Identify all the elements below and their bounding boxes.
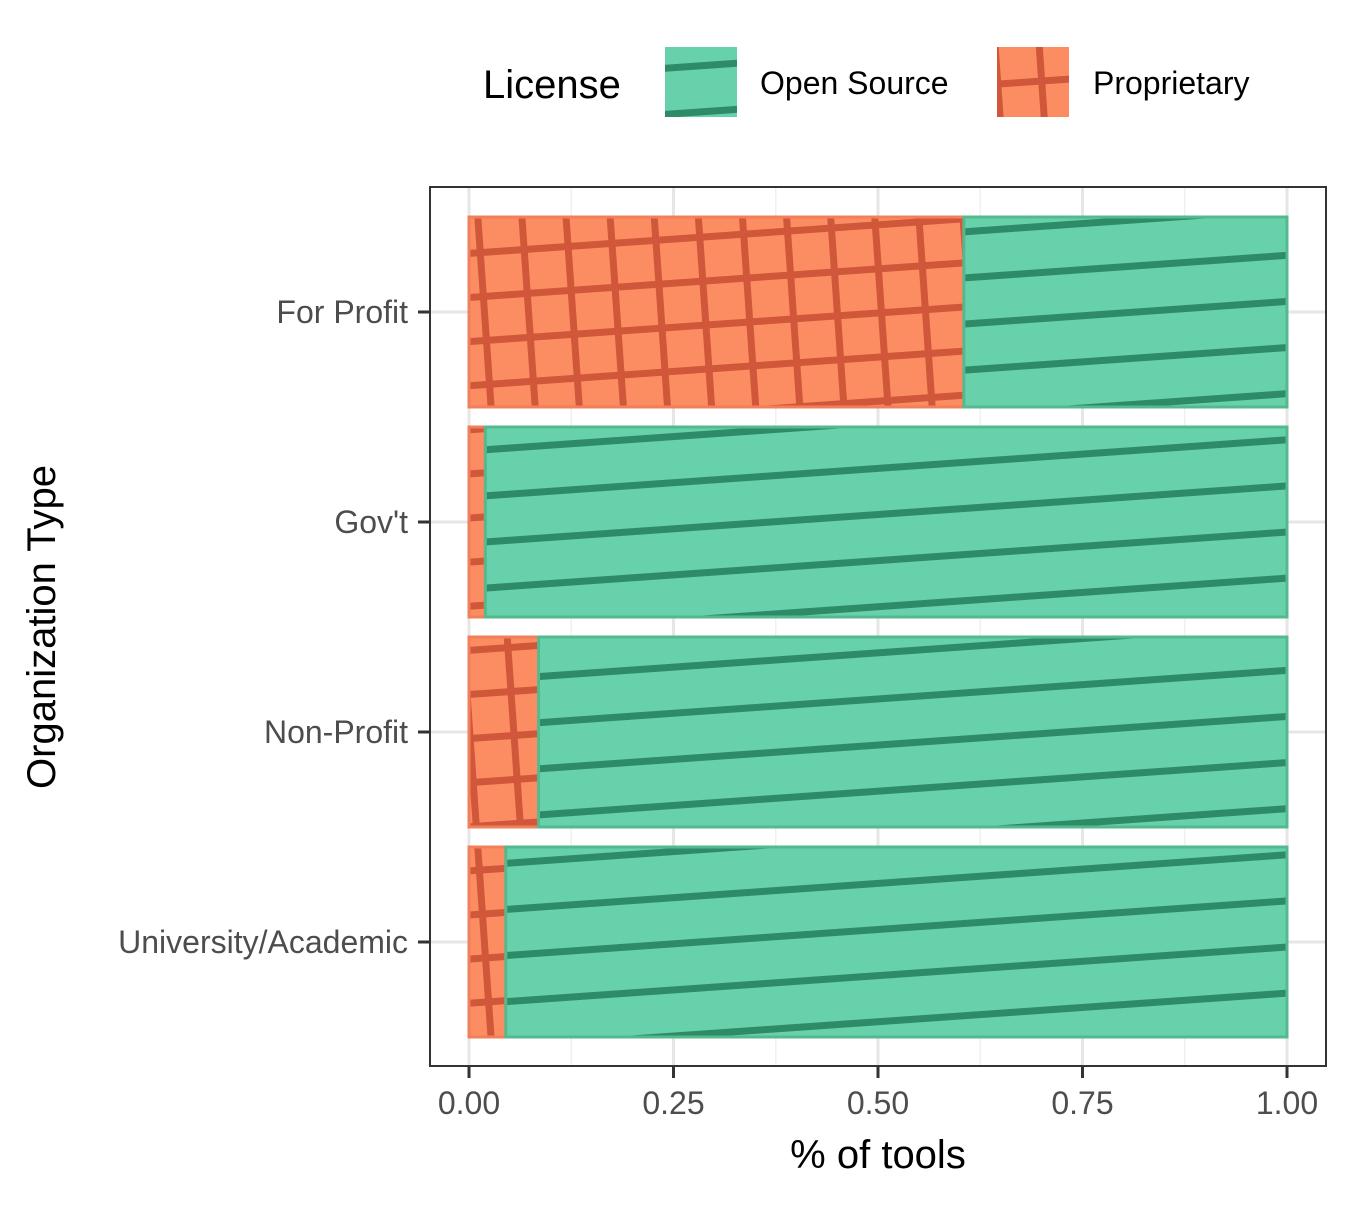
legend-key-proprietary[interactable]	[997, 47, 1069, 117]
bar-proprietary[interactable]	[467, 425, 487, 619]
y-axis: For Profit Gov't Non-Profit University/Acad…	[118, 294, 430, 960]
bar-open-source[interactable]	[504, 845, 1289, 1039]
legend: License Open Source Proprietary	[483, 47, 1250, 117]
y-tick-label: For Profit	[276, 294, 408, 330]
bar-open-source[interactable]	[962, 215, 1289, 409]
x-tick-label: 0.00	[438, 1085, 500, 1121]
bar-proprietary[interactable]	[467, 215, 966, 409]
bar-proprietary[interactable]	[467, 845, 508, 1039]
x-tick-label: 0.50	[847, 1085, 909, 1121]
legend-label-proprietary: Proprietary	[1093, 65, 1250, 101]
x-axis: 0.00 0.25 0.50 0.75 1.00	[438, 1066, 1318, 1121]
plot-area: For Profit Gov't Non-Profit University/Acad…	[118, 186, 1327, 1121]
x-tick-label: 0.25	[642, 1085, 704, 1121]
y-tick-label: Gov't	[334, 504, 408, 540]
legend-title: License	[483, 63, 621, 107]
x-tick-label: 0.75	[1051, 1085, 1113, 1121]
x-tick-label: 1.00	[1256, 1085, 1318, 1121]
bar-open-source[interactable]	[537, 635, 1289, 829]
legend-key-open-source[interactable]	[665, 47, 737, 117]
x-axis-title: % of tools	[790, 1133, 966, 1177]
bar-open-source[interactable]	[483, 425, 1289, 619]
y-tick-label: University/Academic	[118, 924, 408, 960]
y-tick-label: Non-Profit	[264, 714, 408, 750]
legend-label-open-source: Open Source	[760, 65, 949, 101]
y-axis-title: Organization Type	[20, 465, 64, 789]
bar-proprietary[interactable]	[467, 635, 541, 829]
bars	[467, 215, 1289, 1039]
